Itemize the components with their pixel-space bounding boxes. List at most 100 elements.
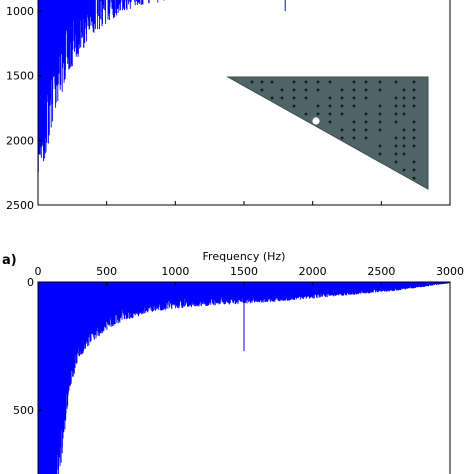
- inset-hole: [394, 152, 398, 156]
- inset-hole: [304, 80, 308, 84]
- inset-hole: [328, 120, 332, 124]
- bottom-x-tick-label: 3000: [436, 265, 464, 278]
- inset-hole: [340, 112, 344, 116]
- inset-hole: [250, 80, 254, 84]
- inset-hole: [364, 128, 368, 132]
- bottom-panel: a) Frequency (Hz) 0 500 1000 1500 2000 2500 30…: [2, 250, 464, 474]
- top-y-tick-label: 2500: [6, 199, 34, 212]
- inset-hole: [260, 88, 264, 92]
- inset-hole: [316, 112, 320, 116]
- inset-hole: [412, 176, 416, 180]
- bottom-x-tick-label: 2000: [299, 265, 327, 278]
- x-axis-label: Frequency (Hz): [203, 250, 286, 263]
- inset-hole: [340, 96, 344, 100]
- inset-hole: [304, 96, 308, 100]
- inset-hole: [378, 88, 382, 92]
- inset-plate: [226, 76, 429, 190]
- inset-hole: [394, 96, 398, 100]
- inset-hole: [328, 104, 332, 108]
- bottom-x-tick-label: 2500: [367, 265, 395, 278]
- bottom-series-bars: [37, 282, 451, 474]
- bottom-x-tick-label: 1000: [161, 265, 189, 278]
- panel-label: a): [2, 253, 17, 268]
- inset-hole: [304, 112, 308, 116]
- top-y-tick-label: 2000: [6, 134, 34, 147]
- inset-hole: [378, 104, 382, 108]
- inset-hole: [412, 88, 416, 92]
- bottom-y-tick-label: 500: [13, 404, 34, 417]
- inset-hole: [316, 80, 320, 84]
- inset-hole: [292, 104, 296, 108]
- inset-hole: [394, 136, 398, 140]
- inset-hole: [292, 88, 296, 92]
- inset-hole: [340, 88, 344, 92]
- inset-hole: [328, 96, 332, 100]
- inset-hole: [402, 112, 406, 116]
- inset-hole: [352, 120, 356, 124]
- inset-hole: [304, 88, 308, 92]
- inset-hole: [352, 136, 356, 140]
- inset-hole: [260, 80, 264, 84]
- inset-hole: [412, 136, 416, 140]
- inset-hole: [394, 104, 398, 108]
- top-y-tick-label: 1000: [6, 5, 34, 18]
- inset-hole: [340, 104, 344, 108]
- inset-hole: [402, 168, 406, 172]
- inset-hole: [394, 120, 398, 124]
- top-x-ticks: [37, 201, 451, 205]
- inset-hole: [378, 128, 382, 132]
- inset-hole: [412, 160, 416, 164]
- inset-hole: [316, 88, 320, 92]
- inset-hole: [270, 96, 274, 100]
- inset-hole: [412, 144, 416, 148]
- inset-hole: [340, 128, 344, 132]
- inset-marker: [312, 117, 320, 125]
- inset-hole: [378, 120, 382, 124]
- inset-hole: [352, 80, 356, 84]
- inset-hole: [364, 88, 368, 92]
- inset-hole: [328, 80, 332, 84]
- top-y-ticks: 1000 1500 2000 2500: [6, 5, 42, 212]
- inset-hole: [280, 88, 284, 92]
- inset-hole: [270, 80, 274, 84]
- inset-hole: [402, 104, 406, 108]
- inset-photo: [226, 76, 429, 190]
- inset-hole: [394, 112, 398, 116]
- top-panel: 1000 1500 2000 2500: [6, 0, 451, 212]
- inset-hole: [402, 128, 406, 132]
- inset-hole: [412, 80, 416, 84]
- inset-hole: [378, 80, 382, 84]
- bottom-x-tick-label: 0: [35, 265, 42, 278]
- inset-hole: [394, 144, 398, 148]
- top-y-tick-label: 1500: [6, 70, 34, 83]
- inset-hole: [352, 104, 356, 108]
- inset-hole: [378, 112, 382, 116]
- inset-hole: [378, 144, 382, 148]
- inset-hole: [402, 96, 406, 100]
- inset-hole: [412, 168, 416, 172]
- inset-hole: [402, 144, 406, 148]
- inset-hole: [412, 104, 416, 108]
- bottom-x-tick-label: 1500: [230, 265, 258, 278]
- inset-hole: [280, 96, 284, 100]
- inset-hole: [394, 160, 398, 164]
- inset-hole: [364, 120, 368, 124]
- inset-hole: [378, 152, 382, 156]
- inset-hole: [412, 120, 416, 124]
- inset-hole: [316, 104, 320, 108]
- bottom-x-ticks: 0 500 1000 1500 2000 2500 3000: [35, 265, 464, 286]
- inset-hole: [364, 96, 368, 100]
- inset-hole: [412, 128, 416, 132]
- inset-hole: [402, 88, 406, 92]
- inset-hole: [292, 96, 296, 100]
- inset-hole: [292, 80, 296, 84]
- inset-hole: [402, 136, 406, 140]
- inset-holes: [250, 80, 416, 180]
- inset-hole: [328, 112, 332, 116]
- inset-hole: [364, 80, 368, 84]
- inset-hole: [352, 96, 356, 100]
- inset-hole: [352, 88, 356, 92]
- inset-hole: [394, 80, 398, 84]
- bottom-y-ticks: 0 500: [13, 276, 42, 417]
